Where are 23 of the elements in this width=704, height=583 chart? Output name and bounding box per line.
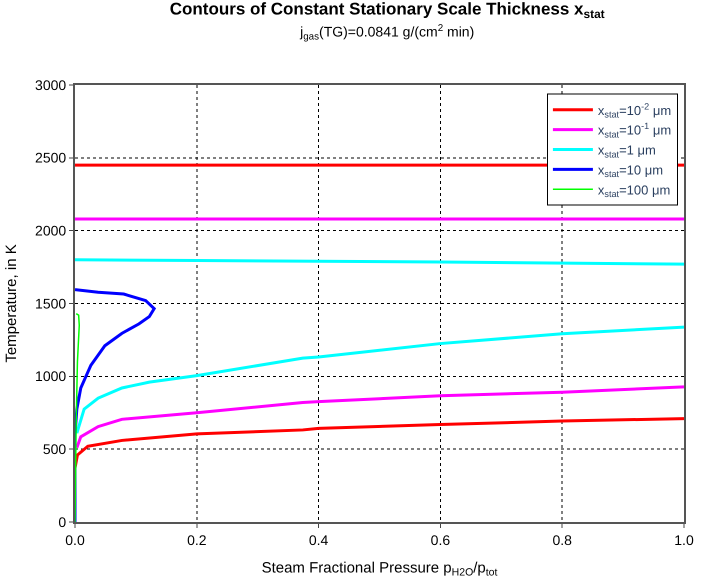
line-series — [75, 312, 80, 522]
x-axis-title: Steam Fractional Pressure p$_{H2O}$/p$_{tot}$ — [262, 559, 498, 578]
legend-label: x$_{stat}$=100 μm — [598, 182, 670, 200]
y-tick-label: 1000 — [35, 368, 66, 384]
chart-subtitle: j$_{gas}$(TG)=0.0841 g/(cm$^{2}$ min) — [299, 22, 474, 43]
x-tick-label: 0.0 — [65, 532, 85, 548]
x-tick-label: 0.8 — [552, 532, 572, 548]
legend-label: x$_{stat}$=10 μm — [598, 162, 664, 180]
x-tick-label: 1.0 — [674, 532, 694, 548]
legend-label: x$_{stat}$=10$^{-2}$ μm — [598, 101, 672, 120]
y-tick-label: 3000 — [35, 76, 66, 93]
y-axis-title: Temperature, in K — [2, 244, 20, 363]
x-tick-label: 0.4 — [308, 532, 329, 548]
y-tick-label: 2000 — [35, 222, 66, 239]
x-tick-label: 0.6 — [430, 532, 450, 548]
y-tick-label: 500 — [42, 441, 66, 458]
y-tick-label: 0 — [58, 514, 66, 530]
legend-label: x$_{stat}$=1 μm — [598, 142, 656, 160]
legend-label: x$_{stat}$=10$^{-1}$ μm — [598, 121, 672, 140]
y-tick-label: 2500 — [35, 150, 66, 166]
x-tick-label: 0.2 — [187, 532, 207, 548]
chart-title: Contours of Constant Stationary Scale Thickness x$_{stat}$ — [170, 0, 605, 22]
y-tick-label: 1500 — [35, 295, 66, 312]
